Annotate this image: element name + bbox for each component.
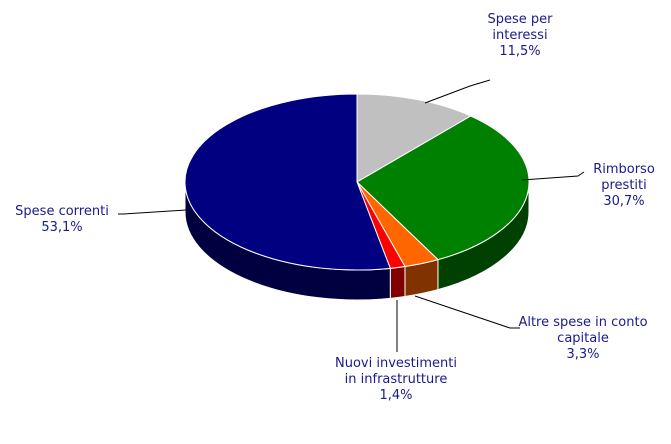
slice [356, 93, 472, 183]
slice-label: Spese correnti 53,1% [2, 204, 122, 236]
value-label: 30,7% [603, 194, 645, 209]
slice [184, 93, 391, 271]
category-label: Nuovi investimenti in infrastrutture [335, 356, 457, 387]
slice-label: Spese per interessi 11,5% [470, 12, 570, 60]
category-label: Altre spese in conto capitale [518, 315, 648, 346]
value-label: 53,1% [41, 220, 83, 235]
leader-line [414, 295, 520, 329]
slice-label: Rimborso prestiti 30,7% [584, 162, 664, 210]
leader-line [424, 79, 491, 104]
value-label: 1,4% [379, 388, 413, 403]
category-label: Rimborso prestiti [593, 162, 655, 193]
category-label: Spese per interessi [487, 12, 553, 43]
slice-label: Nuovi investimenti in infrastrutture 1,4% [331, 356, 461, 404]
slice-label: Altre spese in conto capitale 3,3% [513, 315, 653, 363]
value-label: 11,5% [499, 44, 541, 59]
slice-side [389, 265, 406, 299]
leader-line [118, 209, 187, 215]
slice [356, 115, 530, 261]
leader-line [521, 171, 585, 181]
category-label: Spese correnti [15, 204, 109, 219]
value-label: 3,3% [566, 347, 600, 362]
